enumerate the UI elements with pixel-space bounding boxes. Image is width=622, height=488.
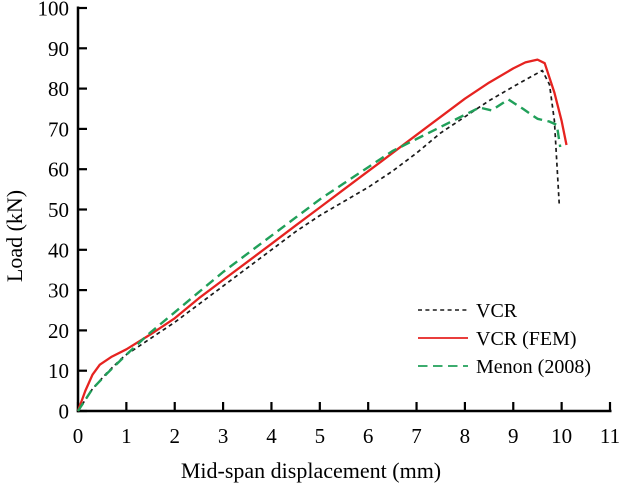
legend-label: Menon (2008) xyxy=(476,356,591,378)
y-tick-label: 20 xyxy=(48,319,69,343)
series-line-vcr-fem xyxy=(76,58,568,412)
legend-item: VCR xyxy=(418,300,518,322)
legend-label: VCR (FEM) xyxy=(476,328,577,350)
y-axis-title: Load (kN) xyxy=(2,190,27,282)
y-tick-label: 10 xyxy=(48,359,69,383)
x-tick-label: 10 xyxy=(551,424,572,448)
y-tick-label: 0 xyxy=(59,400,70,424)
x-tick-label: 8 xyxy=(460,424,471,448)
y-tick-label: 40 xyxy=(48,238,69,262)
x-axis-title: Mid-span displacement (mm) xyxy=(181,458,441,483)
x-tick-label: 9 xyxy=(508,424,519,448)
y-tick-label: 60 xyxy=(48,158,69,182)
y-tick-label: 100 xyxy=(38,0,70,21)
x-tick-label: 3 xyxy=(218,424,229,448)
legend-item: VCR (FEM) xyxy=(418,328,577,350)
y-tick-label: 90 xyxy=(48,37,69,61)
x-tick-label: 7 xyxy=(411,424,422,448)
legend: VCR VCR (FEM) Menon (2008) xyxy=(418,300,591,378)
legend-item: Menon (2008) xyxy=(418,356,591,378)
legend-label: VCR xyxy=(476,300,518,322)
x-tick-label: 1 xyxy=(121,424,132,448)
x-tick-label: 4 xyxy=(266,424,277,448)
axis-tick-labels: 0 1 2 3 4 5 6 7 8 9 10 11 0 10 20 30 40 50 60 70 80 90 100 xyxy=(38,0,621,448)
y-tick-label: 70 xyxy=(48,117,69,141)
series-line-menon-2008 xyxy=(76,98,562,412)
series-line-vcr xyxy=(77,69,561,412)
x-tick-label: 0 xyxy=(73,424,84,448)
y-tick-label: 50 xyxy=(48,198,69,222)
y-tick-label: 80 xyxy=(48,77,69,101)
x-tick-label: 2 xyxy=(169,424,180,448)
x-tick-label: 6 xyxy=(363,424,374,448)
axis-ticks xyxy=(76,6,612,413)
series-lines xyxy=(76,58,568,412)
x-tick-label: 5 xyxy=(315,424,326,448)
x-tick-label: 11 xyxy=(600,424,620,448)
y-tick-label: 30 xyxy=(48,279,69,303)
